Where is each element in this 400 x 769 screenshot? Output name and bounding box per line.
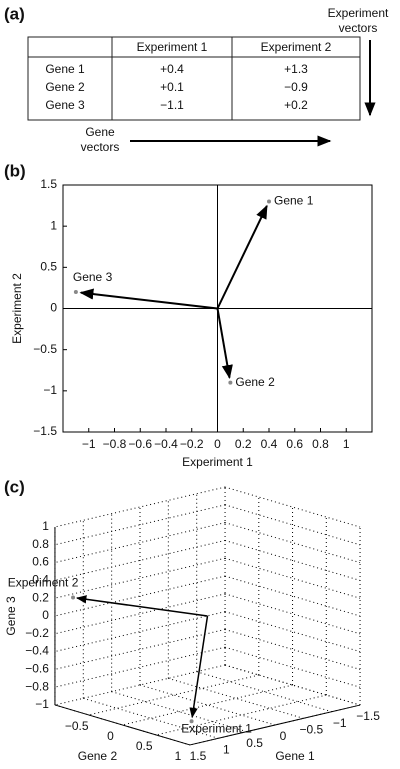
row-label: Gene 3 <box>45 98 85 112</box>
x-tick-label: 0.6 <box>286 437 303 451</box>
row-label: Gene 2 <box>45 80 85 94</box>
grid-line <box>122 684 293 726</box>
x-axis-label: Gene 1 <box>275 749 315 763</box>
table-header: Experiment 1 <box>137 40 208 54</box>
table-cell: −1.1 <box>160 98 184 112</box>
point-label: Gene 3 <box>73 270 113 284</box>
x-tick-label: 0.2 <box>235 437 252 451</box>
x-tick-label: −1.5 <box>356 709 380 723</box>
x-tick-label: 0.5 <box>246 736 263 750</box>
x-tick-label: −1 <box>333 716 347 730</box>
point-label: Experiment 2 <box>8 576 79 590</box>
z-tick-label: 0.8 <box>32 537 49 551</box>
x-tick-label: 0.8 <box>312 437 329 451</box>
point <box>73 290 78 295</box>
grid-line <box>88 674 259 716</box>
point-label: Gene 1 <box>274 194 314 208</box>
x-tick-label: 1 <box>223 742 230 756</box>
x-axis-label: Experiment 1 <box>182 455 253 469</box>
y-tick-label: −1 <box>43 383 57 397</box>
grid-line <box>224 611 361 653</box>
x-tick-label: 0 <box>280 729 287 743</box>
y-tick-label: −0.5 <box>65 719 89 733</box>
y-tick-label: 0.5 <box>136 739 153 753</box>
z-tick-label: 0.6 <box>32 555 49 569</box>
y-axis-label: Gene 2 <box>78 749 118 763</box>
row-label: Gene 1 <box>45 62 85 76</box>
table-header: Experiment 2 <box>261 40 332 54</box>
x-tick-label: −0.8 <box>103 437 127 451</box>
x-tick-label: −1 <box>82 437 96 451</box>
x-tick-label: −0.2 <box>180 437 204 451</box>
table-cell: +0.2 <box>284 98 308 112</box>
y-tick-label: 0 <box>107 729 114 743</box>
grid-line <box>224 646 361 688</box>
y-tick-label: 0 <box>50 301 57 315</box>
table-cell: +0.4 <box>160 62 184 76</box>
point-label: Gene 2 <box>235 375 275 389</box>
table-cell: −0.9 <box>284 80 308 94</box>
z-tick-label: −0.2 <box>25 626 49 640</box>
annotation: vectors <box>81 140 120 154</box>
grid-line <box>196 671 332 713</box>
point <box>189 719 194 724</box>
z-tick-label: −0.6 <box>25 662 49 676</box>
vector-arrow <box>75 595 208 617</box>
axis-edge <box>189 704 361 746</box>
z-tick-label: 1 <box>42 519 49 533</box>
vector-arrow <box>216 308 233 380</box>
z-tick-label: −1 <box>35 697 49 711</box>
point <box>71 595 76 600</box>
panel-label: (b) <box>4 161 26 180</box>
x-tick-label: −0.4 <box>154 437 178 451</box>
annotation: Gene <box>85 125 115 139</box>
table-cell: +0.1 <box>160 80 184 94</box>
table-cell: +1.3 <box>284 62 308 76</box>
grid-line <box>54 628 226 670</box>
annotation: vectors <box>339 21 378 35</box>
x-tick-label: 1 <box>343 437 350 451</box>
point <box>267 199 271 204</box>
panel-label: (a) <box>4 4 25 23</box>
grid-line <box>139 684 276 726</box>
x-tick-label: −0.5 <box>299 723 323 737</box>
panel-label: (c) <box>4 477 25 496</box>
y-tick-label: 1.5 <box>40 177 57 191</box>
table-border <box>27 36 361 121</box>
vector-arrow <box>189 615 209 719</box>
x-tick-label: 0 <box>214 437 221 451</box>
point <box>228 380 233 385</box>
z-tick-label: 0.2 <box>32 590 49 604</box>
y-tick-label: 1 <box>50 218 57 232</box>
z-tick-label: −0.4 <box>25 644 49 658</box>
y-tick-label: −1.5 <box>33 424 57 438</box>
vector-arrow <box>216 204 268 309</box>
point-label: Experiment 1 <box>181 721 252 735</box>
y-tick-label: −0.5 <box>33 342 57 356</box>
z-tick-label: 0.4 <box>32 573 49 587</box>
x-tick-label: 0.4 <box>261 437 278 451</box>
y-tick-label: 0.5 <box>40 260 57 274</box>
vector-arrow <box>79 288 218 310</box>
grid-line <box>54 611 226 653</box>
grid-line <box>224 628 361 670</box>
y-tick-label: 1 <box>175 749 182 763</box>
x-tick-label: −0.6 <box>128 437 152 451</box>
x-tick-label: 1.5 <box>190 749 207 763</box>
axis-edge <box>54 704 191 746</box>
z-tick-label: 0 <box>42 608 49 622</box>
grid-line <box>224 593 361 635</box>
z-axis-label: Gene 3 <box>4 596 18 636</box>
grid-line <box>168 677 304 719</box>
y-axis-label: Experiment 2 <box>10 273 24 344</box>
grid-line <box>54 593 226 635</box>
z-tick-label: −0.8 <box>25 679 49 693</box>
annotation: Experiment <box>328 6 389 20</box>
